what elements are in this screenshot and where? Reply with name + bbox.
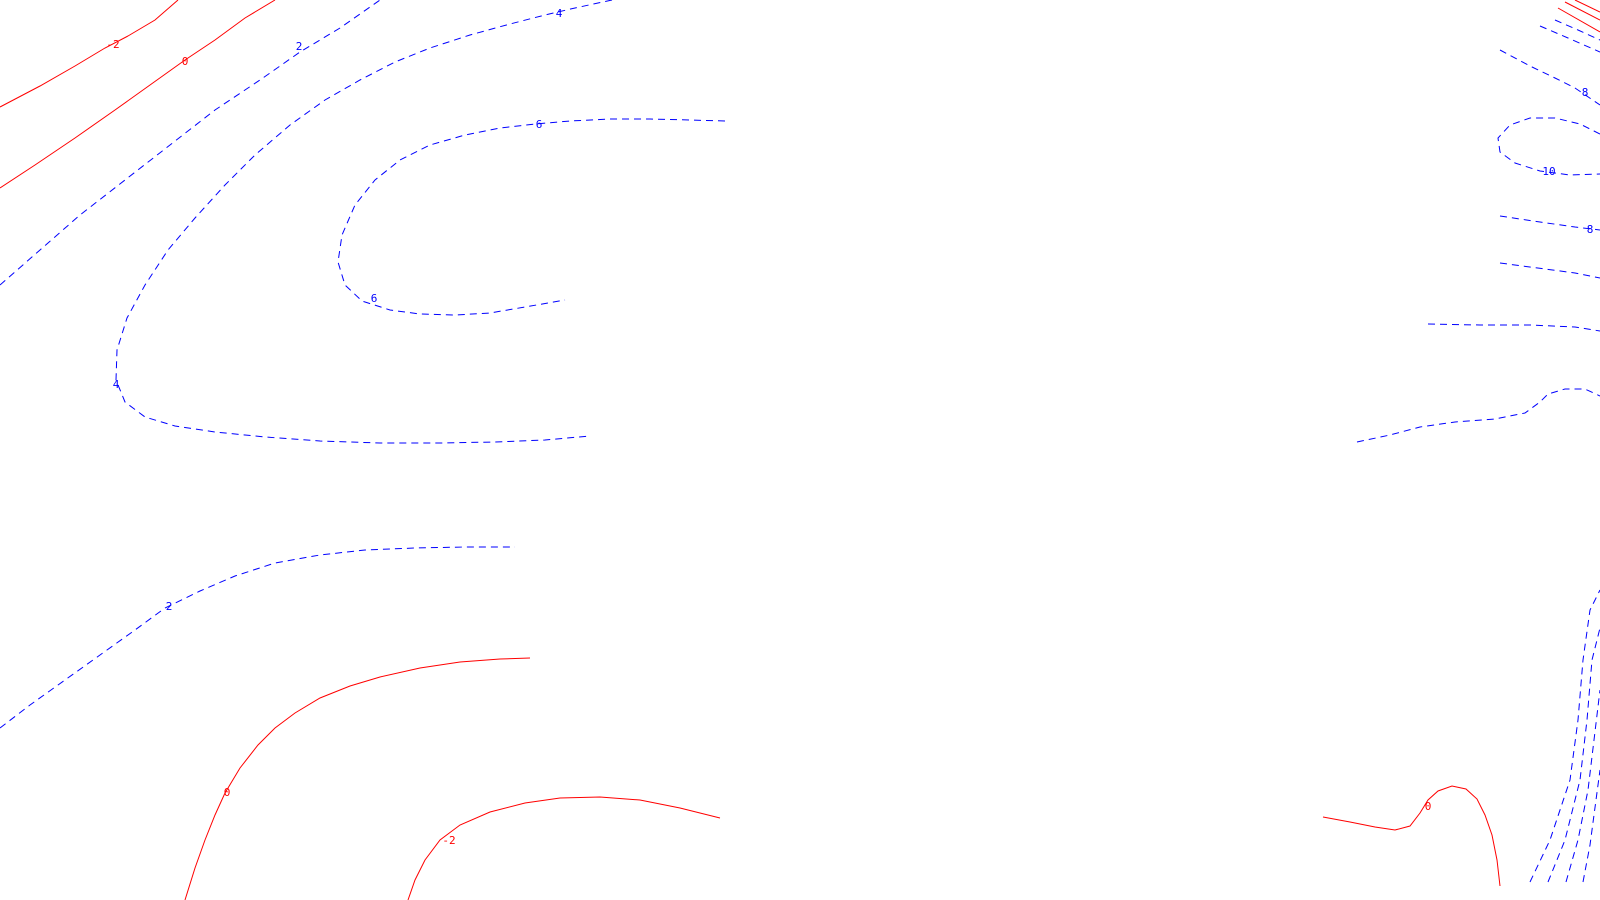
contour-line-top-right-2 xyxy=(1564,1,1600,21)
contour-label-upper-left-0: 0 xyxy=(182,55,189,68)
contour-line-0-lower-left xyxy=(184,657,531,900)
contour-line-lower-right-2 xyxy=(1547,627,1600,883)
contour-line-right-c xyxy=(1427,323,1600,332)
contour-line-lower-right-4 xyxy=(1582,769,1600,883)
contour-label-right-8-lower: 8 xyxy=(1587,223,1594,236)
contour-line-right-d xyxy=(1356,388,1600,443)
contour-label-upper-left-neg2: -2 xyxy=(106,38,119,51)
contour-line-right-10 xyxy=(1497,117,1600,176)
contour-line-right-a xyxy=(1499,49,1600,106)
contour-line-top-right-1 xyxy=(1557,7,1600,33)
contour-label-outer-4-left: 4 xyxy=(113,378,120,391)
contour-line-lower-right-1 xyxy=(1529,589,1600,883)
contour-label-top-4: 4 xyxy=(556,7,563,20)
contour-line-top-right-e xyxy=(1539,25,1600,53)
contour-line-neg2-upper-left xyxy=(0,0,179,108)
contour-line-right-b xyxy=(1499,262,1600,279)
contour-label-lower-left-2: 2 xyxy=(166,600,173,613)
contour-label-lower-right-0: 0 xyxy=(1425,800,1432,813)
contour-line-top-right-f xyxy=(1554,19,1600,41)
contour-label-lower-left-0: 0 xyxy=(224,786,231,799)
contour-label-inner-6-top: 6 xyxy=(536,118,543,131)
contour-label-lower-neg2: -2 xyxy=(442,834,455,847)
contour-labels: -2 0 2 4 6 6 4 2 0 -2 8 10 8 0 xyxy=(106,7,1593,847)
contour-label-upper-left-2: 2 xyxy=(296,40,303,53)
contour-line-neg2-lower xyxy=(407,796,721,900)
contour-label-right-10: 10 xyxy=(1542,165,1555,178)
contour-label-inner-6-bottom: 6 xyxy=(371,292,378,305)
contour-line-0-upper-left xyxy=(0,0,276,189)
contour-line-6-inner xyxy=(337,118,726,316)
contour-line-lower-right-3 xyxy=(1565,689,1600,883)
contour-line-4-outer xyxy=(115,0,613,444)
contour-line-0-lower-right xyxy=(1322,785,1501,887)
contour-line-right-8 xyxy=(1499,215,1600,231)
contour-line-top-right-3 xyxy=(1574,0,1600,13)
contour-label-right-8-upper: 8 xyxy=(1582,86,1589,99)
contour-line-2-lower-left xyxy=(0,546,515,729)
